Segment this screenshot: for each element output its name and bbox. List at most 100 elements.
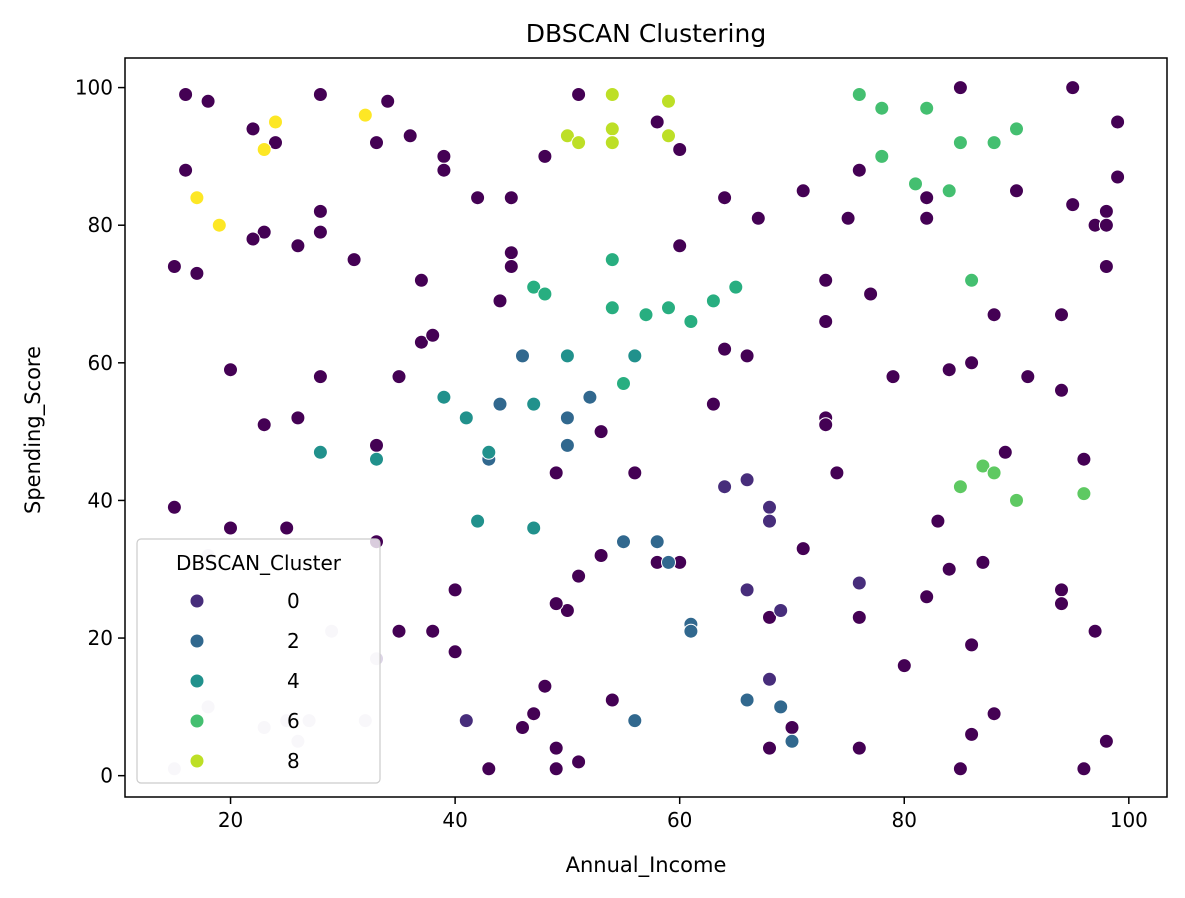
legend-title: DBSCAN_Cluster — [176, 551, 342, 575]
y-tick-label: 80 — [88, 213, 113, 237]
y-tick-label: 20 — [88, 626, 113, 650]
data-point-cluster-neg1 — [380, 93, 396, 109]
data-point-cluster-0 — [739, 472, 755, 488]
data-point-cluster-neg1 — [941, 561, 957, 577]
x-tick-label: 40 — [442, 808, 467, 832]
data-point-cluster-8 — [661, 128, 676, 144]
data-point-cluster-neg1 — [537, 678, 553, 694]
plot-area — [166, 80, 1126, 777]
data-point-cluster-6 — [952, 135, 968, 151]
data-point-cluster-6 — [964, 272, 980, 288]
data-point-cluster-neg1 — [346, 252, 362, 268]
data-point-cluster-neg1 — [166, 499, 182, 515]
data-point-cluster-4 — [470, 513, 486, 529]
legend-marker — [189, 753, 205, 769]
data-point-cluster-5 — [705, 293, 721, 309]
data-point-cluster-neg1 — [975, 554, 991, 570]
data-point-cluster-5 — [604, 300, 620, 316]
data-point-cluster-0 — [717, 479, 733, 495]
legend-marker — [189, 593, 205, 609]
data-point-cluster-neg1 — [413, 272, 429, 288]
data-point-cluster-6 — [919, 100, 935, 116]
data-point-cluster-neg1 — [245, 121, 261, 137]
data-point-cluster-neg1 — [268, 135, 283, 151]
data-point-cluster-neg1 — [896, 658, 912, 674]
data-point-cluster-neg1 — [784, 720, 800, 735]
y-tick-label: 100 — [75, 76, 113, 100]
data-point-cluster-neg1 — [672, 142, 688, 157]
data-point-cluster-neg1 — [312, 203, 328, 219]
data-point-cluster-neg1 — [200, 93, 216, 109]
data-point-cluster-neg1 — [1098, 203, 1114, 219]
data-point-cluster-5 — [604, 252, 620, 268]
data-point-cluster-5 — [661, 300, 676, 316]
y-tick-label: 60 — [88, 351, 113, 375]
y-tick-label: 40 — [88, 488, 113, 512]
data-point-cluster-neg1 — [312, 87, 328, 102]
data-point-cluster-neg1 — [571, 754, 587, 770]
data-point-cluster-neg1 — [919, 589, 935, 605]
data-point-cluster-6 — [908, 176, 923, 192]
data-point-cluster-neg1 — [571, 87, 587, 102]
data-point-cluster-neg1 — [425, 327, 441, 343]
data-point-cluster-neg1 — [312, 369, 328, 385]
legend-label: 4 — [287, 669, 300, 693]
data-point-cluster-2 — [683, 623, 699, 639]
data-point-cluster-neg1 — [919, 190, 935, 206]
data-point-cluster-neg1 — [1009, 183, 1024, 199]
legend-label: 8 — [287, 749, 300, 773]
data-point-cluster-neg1 — [649, 114, 665, 130]
data-point-cluster-neg1 — [503, 190, 519, 206]
data-point-cluster-neg1 — [1098, 733, 1114, 749]
data-point-cluster-2 — [784, 733, 800, 749]
data-point-cluster-neg1 — [1054, 382, 1069, 398]
data-point-cluster-neg1 — [470, 190, 486, 206]
data-point-cluster-neg1 — [436, 162, 452, 178]
data-point-cluster-neg1 — [447, 582, 463, 598]
data-point-cluster-neg1 — [851, 609, 867, 625]
data-point-cluster-neg1 — [739, 348, 755, 364]
data-point-cluster-neg1 — [290, 410, 306, 426]
data-point-cluster-neg1 — [1054, 307, 1069, 323]
data-point-cluster-2 — [649, 534, 665, 550]
data-point-cluster-2 — [773, 699, 789, 715]
data-point-cluster-neg1 — [997, 444, 1013, 460]
y-tick-label: 0 — [100, 764, 113, 788]
x-tick-label: 60 — [667, 808, 692, 832]
data-point-cluster-8 — [604, 121, 620, 137]
data-point-cluster-neg1 — [279, 520, 295, 536]
data-point-cluster-neg1 — [986, 307, 1002, 323]
data-point-cluster-neg1 — [503, 259, 519, 274]
data-point-cluster-2 — [492, 396, 508, 412]
legend-box — [136, 538, 381, 784]
data-point-cluster-neg1 — [952, 761, 968, 777]
data-point-cluster-8 — [559, 128, 575, 144]
data-point-cluster-4 — [559, 348, 575, 364]
data-point-cluster-neg1 — [290, 238, 306, 254]
x-tick-label: 100 — [1110, 808, 1148, 832]
data-point-cluster-2 — [739, 692, 755, 708]
data-point-cluster-2 — [582, 389, 598, 405]
data-point-cluster-neg1 — [245, 231, 261, 247]
data-point-cluster-4 — [526, 520, 542, 536]
data-point-cluster-neg1 — [818, 272, 834, 288]
data-point-cluster-4 — [627, 348, 643, 364]
data-point-cluster-neg1 — [559, 603, 575, 618]
y-axis-label: Spending_Score — [21, 346, 46, 514]
data-point-cluster-6 — [851, 87, 867, 102]
data-point-cluster-neg1 — [593, 548, 609, 563]
data-point-cluster-neg1 — [526, 706, 542, 722]
data-point-cluster-6 — [874, 100, 890, 116]
data-point-cluster-neg1 — [593, 424, 609, 440]
data-point-cluster-2 — [627, 713, 643, 729]
data-point-cluster-neg1 — [1098, 259, 1114, 274]
data-point-cluster-7 — [952, 479, 968, 495]
data-point-cluster-neg1 — [1087, 623, 1103, 639]
data-point-cluster-2 — [661, 554, 676, 570]
data-point-cluster-4 — [526, 396, 542, 412]
data-point-cluster-neg1 — [604, 692, 620, 708]
data-point-cluster-6 — [874, 148, 890, 164]
data-point-cluster-neg1 — [391, 623, 407, 639]
data-point-cluster-6 — [1009, 121, 1024, 137]
